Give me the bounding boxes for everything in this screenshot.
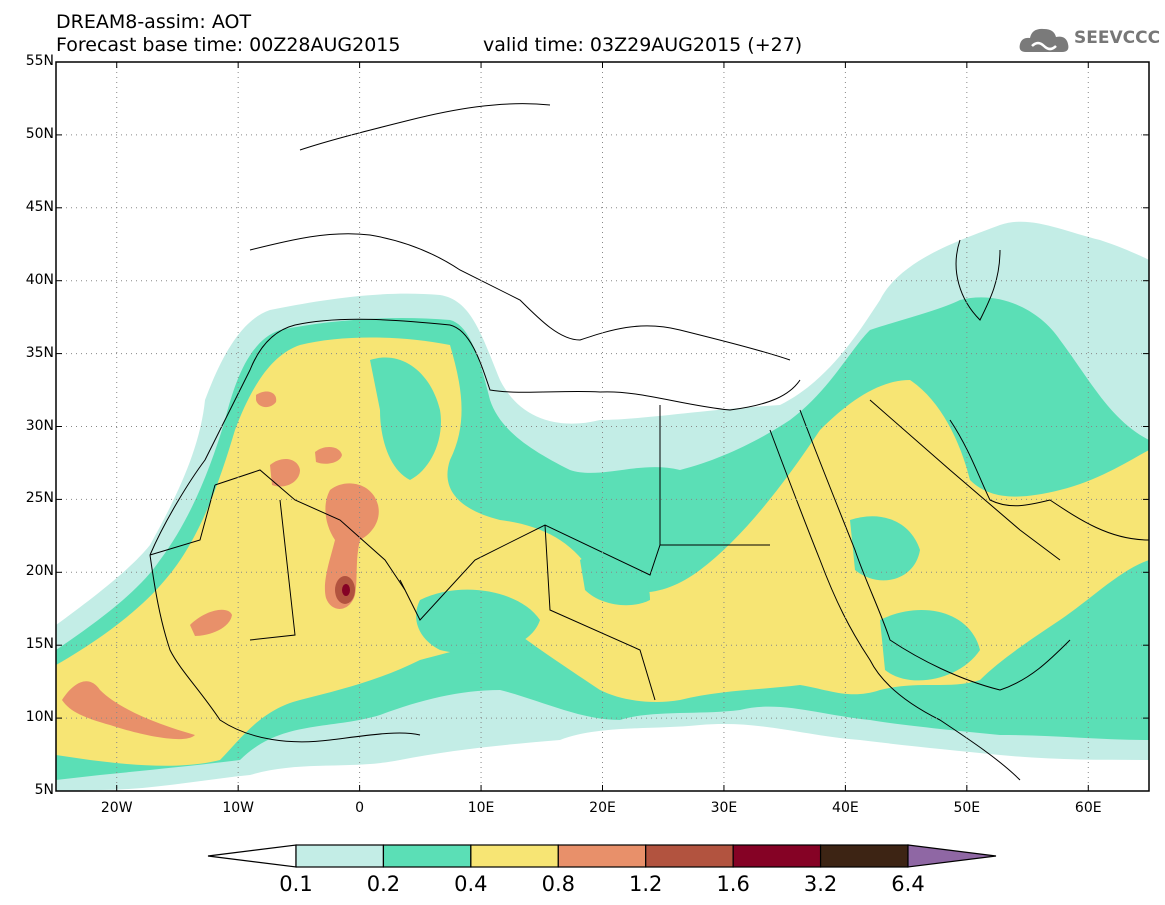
aot-fields [56,221,1149,791]
aot-patch-0.8-w3 [190,609,232,636]
lat-label: 10N [25,709,54,726]
seevccc-logo: SEEVCCC [1018,22,1161,58]
coast-red-sea-west [769,429,1021,781]
lon-label: 50E [953,800,981,816]
aot-patch-0.8-w4 [256,391,277,408]
colorbar-segment [819,844,909,868]
lat-label: 20N [25,563,54,580]
coast-europe [249,233,791,361]
aot-patch-0.2-chad [416,589,540,654]
map-title: DREAM8-assim: AOT [56,11,252,33]
aot-patch-0.2-horn [880,610,980,681]
colorbar-label: 1.6 [716,872,750,896]
colorbar-label: 0.2 [366,872,401,896]
lat-label: 50N [25,125,54,142]
coast-gulf [949,419,1149,541]
lon-label: 10E [467,800,495,816]
lat-label: 5N [34,782,54,798]
colorbar-segment [645,844,734,868]
border-sahara-2 [249,499,296,641]
aot-patch-1.6 [342,584,350,596]
forecast-base-time: Forecast base time: 00Z28AUG2015 [56,34,401,56]
border-sahara-1 [214,469,406,591]
colorbar-label: 6.4 [891,872,925,896]
colorbar-label: 0.8 [541,872,575,896]
coast-red-sea-east [799,409,1071,691]
lon-label: 20E [589,800,616,816]
lon-label: 40E [832,800,859,816]
colorbar [207,844,997,868]
lat-label: 15N [25,636,54,653]
lat-label: 35N [25,344,54,361]
colorbar-segment [382,844,472,868]
aot-patch-0.8-central [324,483,379,609]
lat-label: 55N [25,53,54,69]
lat-label: 25N [25,490,54,507]
lon-label: 0 [355,800,365,816]
colorbar-segment [295,844,385,868]
lon-label: 20W [100,800,133,816]
aot-patch-0.8-coast [62,681,195,740]
colorbar-arrow-low [207,844,297,868]
aot-patch-0.8-w2 [315,446,342,464]
colorbar-segment [557,844,647,868]
lon-label: 30E [710,800,738,816]
border-arabia [869,399,1061,561]
coastlines [149,103,1149,781]
colorbar-segment [732,844,822,868]
axis-ticks [56,61,1149,792]
lat-label: 40N [25,271,54,288]
colorbar-label: 3.2 [803,872,838,896]
aot-patch-0.2-arabia [850,516,920,581]
colorbar-label: 1.2 [629,872,663,896]
lat-label: 45N [25,198,54,215]
colorbar-arrow-high [907,844,997,868]
lon-label: 10W [222,800,254,816]
colorbar-label: 0.1 [279,872,313,896]
coast-west-africa [149,318,801,556]
lon-label: 60E [1074,800,1102,816]
colorbar-segment [470,844,559,868]
lat-label: 30N [25,417,54,434]
aot-patch-0.2-sudan [580,552,650,606]
border-mali [149,484,216,556]
aot-band-0.4 [56,337,1149,766]
aot-patch-0.2-sahara [370,357,441,480]
aot-patch-0.8-w1 [270,458,300,487]
coast-europe-north [299,103,551,151]
coast-guinea [149,554,421,743]
border-sahara-4 [544,524,656,701]
cloud-icon [1019,28,1069,52]
valid-time: valid time: 03Z29AUG2015 (+27) [483,34,803,56]
logo-text: SEEVCCC [1074,28,1161,48]
colorbar-label: 0.4 [454,872,488,896]
coast-caspian [955,239,1001,321]
